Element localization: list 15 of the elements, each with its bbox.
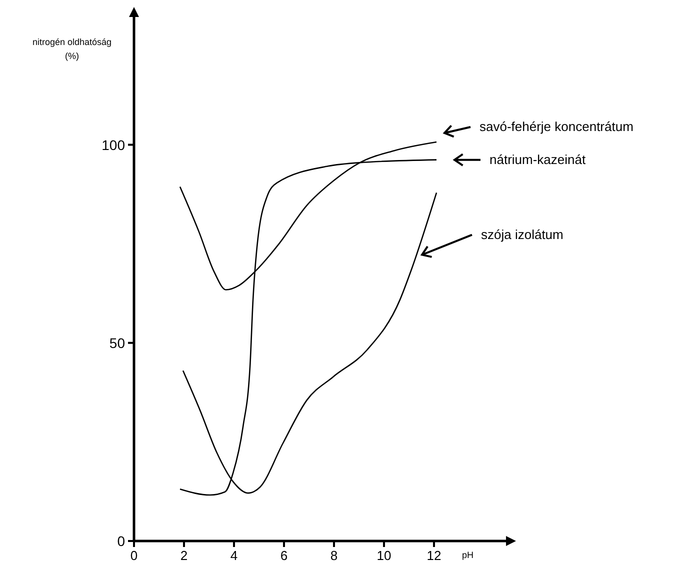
legend-label: savó-fehérje koncentrátum (480, 118, 634, 134)
y-tick-label: 100 (102, 136, 126, 153)
x-tick-label: 6 (280, 548, 288, 563)
x-axis-title: pH (462, 550, 474, 560)
y-axis-title: nitrogén oldhatóság (%) (32, 37, 112, 61)
x-tick-label: 12 (426, 548, 442, 563)
x-tick-label: 10 (376, 548, 392, 563)
text: szója izolátum (481, 226, 564, 242)
y-tick-label: 0 (117, 533, 126, 549)
x-tick-label: 0 (130, 548, 138, 563)
y-tick-label: 50 (109, 334, 126, 351)
legend-label: nátrium-kazeinát (490, 152, 586, 167)
x-tick-label: 2 (180, 548, 188, 563)
x-tick-label: 8 (330, 548, 338, 563)
x-tick-label: 4 (230, 548, 238, 563)
